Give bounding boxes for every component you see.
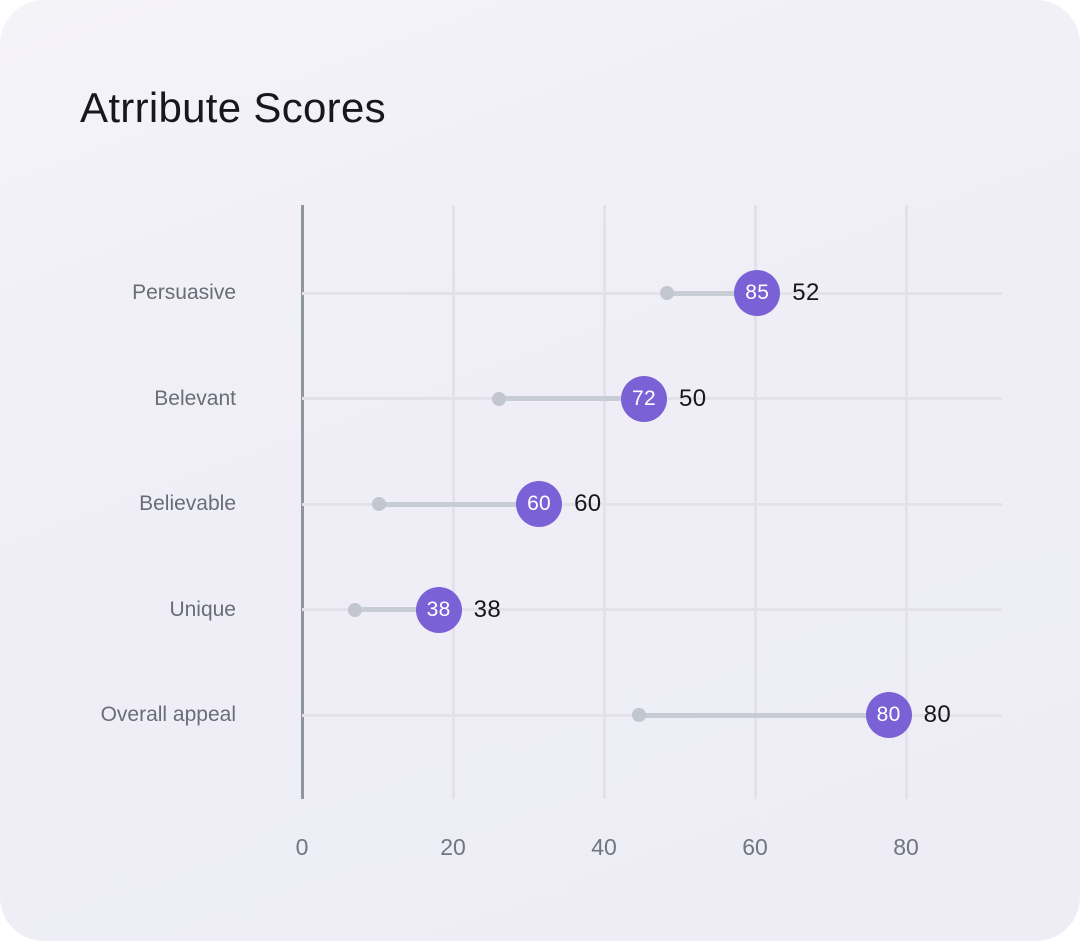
start-point-dot[interactable]: [372, 497, 386, 511]
x-axis-tick-label: 60: [742, 834, 768, 860]
horizontal-gridline: [302, 608, 1002, 611]
x-axis-tick-label: 0: [295, 834, 309, 860]
score-badge[interactable]: 85: [734, 270, 781, 316]
lollipop-connector: [667, 290, 758, 296]
y-axis-line: [300, 205, 304, 799]
lollipop-connector: [638, 712, 889, 718]
category-label: Persuasive: [132, 281, 236, 304]
lollipop-connector: [354, 607, 439, 612]
end-value-label: 38: [473, 595, 502, 623]
vertical-gridline: [602, 205, 606, 799]
category-label: Overall appeal: [100, 703, 236, 726]
start-point-dot[interactable]: [660, 286, 675, 300]
score-badge[interactable]: 38: [415, 586, 462, 633]
score-badge[interactable]: 60: [516, 481, 563, 527]
x-axis-tick-label: 20: [440, 834, 466, 860]
category-label: Believable: [139, 492, 236, 515]
start-point-dot[interactable]: [631, 708, 646, 722]
vertical-gridline: [904, 205, 908, 799]
horizontal-gridline: [302, 502, 1002, 506]
end-value-label: 60: [574, 490, 602, 517]
lollipop-connector: [499, 396, 644, 401]
category-label: Belevant: [154, 386, 236, 410]
lollipop-connector: [379, 501, 540, 507]
end-value-label: 52: [792, 279, 820, 306]
score-badge[interactable]: 72: [621, 375, 667, 422]
x-axis-tick-label: 40: [591, 834, 617, 860]
chart-title: Atrribute Scores: [80, 84, 386, 131]
x-axis-tick-label: 80: [893, 834, 919, 860]
score-badge[interactable]: 80: [865, 692, 912, 738]
horizontal-gridline: [302, 291, 1002, 295]
vertical-gridline: [753, 205, 757, 799]
end-value-label: 80: [923, 701, 952, 728]
start-point-dot[interactable]: [347, 602, 362, 617]
end-value-label: 50: [679, 384, 707, 412]
start-point-dot[interactable]: [492, 391, 507, 406]
category-label: Unique: [169, 597, 236, 621]
